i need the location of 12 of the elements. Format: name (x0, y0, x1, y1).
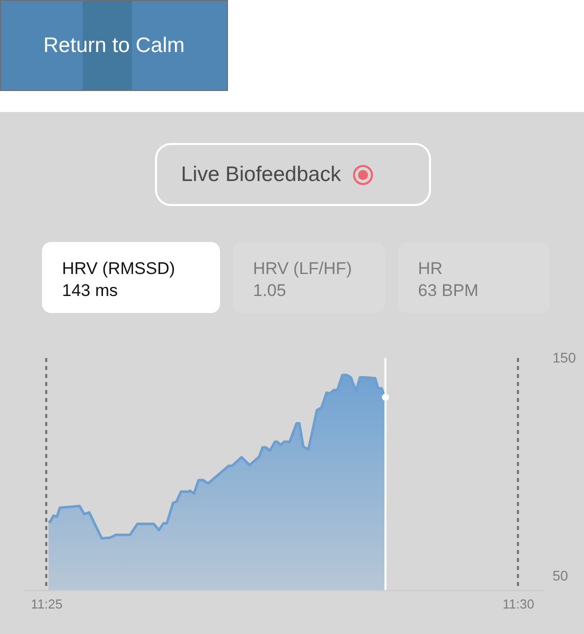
y-tick-label: 150 (552, 350, 576, 366)
x-tick-label: 11:30 (502, 596, 534, 612)
text: HRV (LF/HF) (253, 258, 353, 280)
y-tick-label: 50 (552, 568, 568, 584)
text: Return to Calm (0, 0, 228, 91)
text: 1.05 (253, 280, 288, 302)
text: 143 ms (62, 280, 119, 302)
text: 63 BPM (418, 280, 480, 302)
text: HR (418, 258, 444, 280)
chart-title: Live Biofeedback (181, 162, 341, 186)
text: HRV (RMSSD) (62, 258, 176, 280)
x-tick-label: 11:25 (30, 596, 63, 612)
